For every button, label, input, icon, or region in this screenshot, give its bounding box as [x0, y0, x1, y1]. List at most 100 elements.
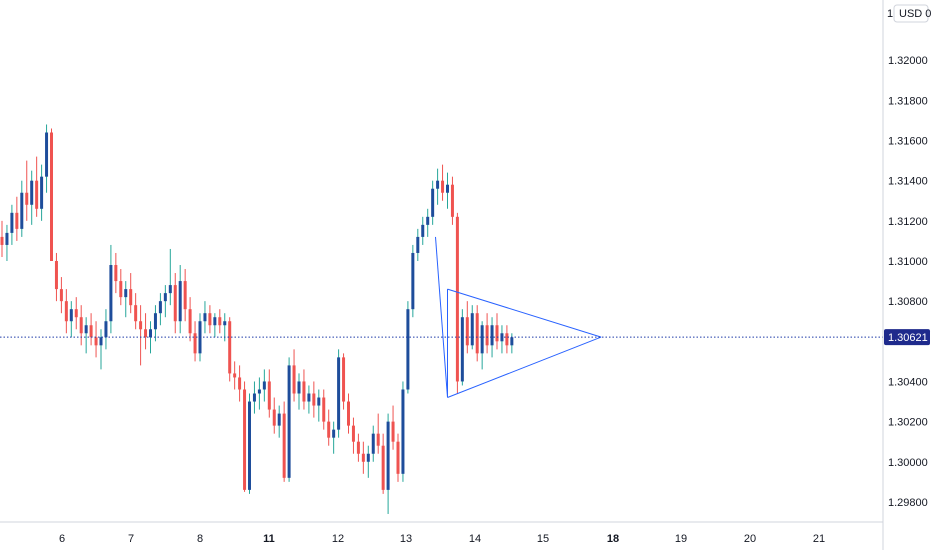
candle-body: [450, 184, 454, 217]
candle-body: [272, 409, 276, 426]
candle-body: [401, 389, 405, 474]
candle-body: [243, 389, 247, 490]
candle-body: [114, 265, 118, 282]
candle-body: [317, 397, 321, 406]
candle: [342, 353, 346, 410]
time-tick-label: 7: [128, 533, 134, 545]
candle: [257, 377, 261, 410]
candle-body: [366, 453, 370, 462]
triangle-pattern[interactable]: [435, 236, 602, 398]
candle-body: [505, 333, 509, 346]
candle-body: [490, 325, 494, 346]
candle-body: [30, 180, 34, 205]
candle-body: [485, 325, 489, 346]
price-tick-label: 1.29800: [888, 497, 928, 509]
candle: [327, 409, 331, 446]
candle: [351, 417, 355, 454]
candle: [277, 405, 281, 438]
candle: [361, 441, 365, 474]
candle-body: [173, 285, 177, 322]
candle: [480, 321, 484, 370]
time-tick-label: 8: [197, 533, 203, 545]
candle-body: [411, 252, 415, 310]
candle: [129, 273, 133, 314]
candle: [134, 293, 138, 330]
candle-body: [431, 188, 435, 217]
candle: [406, 301, 410, 394]
candle-body: [45, 132, 49, 177]
candle: [193, 321, 197, 362]
candle-body: [302, 381, 306, 402]
price-tick-label: 1.30000: [888, 457, 928, 469]
candle: [153, 305, 157, 342]
currency-prefix: 1: [887, 8, 893, 20]
candle: [238, 365, 242, 402]
candle: [431, 180, 435, 225]
candle-body: [84, 325, 88, 334]
currency-label: USD 0: [899, 8, 931, 20]
candle-body: [495, 325, 499, 342]
candle: [347, 393, 350, 434]
candle-body: [124, 289, 128, 298]
candle: [401, 381, 405, 482]
price-tick-label: 1.31200: [888, 216, 928, 228]
time-tick-label: 21: [813, 533, 825, 545]
candle: [124, 281, 128, 318]
candle: [455, 212, 459, 394]
candle: [312, 381, 316, 418]
time-axis[interactable]: 6 7 8 11 12 13 14 15 18 19 20 21: [59, 533, 825, 545]
time-tick-label: 20: [744, 533, 756, 545]
candle-body: [129, 289, 133, 306]
triangle-upper-line[interactable]: [447, 288, 602, 338]
candle: [10, 204, 14, 245]
candle-body: [262, 381, 266, 390]
time-tick-label: 19: [675, 533, 687, 545]
candle-body: [183, 281, 187, 310]
candle-body: [0, 236, 4, 245]
candle: [317, 389, 321, 422]
time-tick-label: 6: [59, 533, 65, 545]
candle: [381, 433, 385, 494]
triangle-lower-line[interactable]: [447, 336, 602, 398]
current-price-badge-box: [884, 329, 930, 346]
price-axis[interactable]: 1.32000 1.31800 1.31600 1.31400 1.31200 1.310…: [888, 55, 928, 509]
candle-body: [139, 321, 143, 330]
candle: [69, 301, 73, 338]
time-tick-label: 12: [332, 533, 344, 545]
candle: [252, 381, 256, 414]
candle-body: [297, 381, 301, 394]
candle: [272, 397, 276, 434]
candle: [158, 293, 162, 326]
candle: [30, 170, 34, 225]
candle: [79, 305, 83, 346]
candle-body: [396, 441, 400, 474]
candle: [510, 333, 514, 354]
candle: [505, 325, 509, 354]
candle: [500, 325, 504, 354]
candle-body: [99, 337, 103, 346]
price-tick-label: 1.31600: [888, 136, 928, 148]
candle: [0, 220, 4, 257]
candle-body: [332, 429, 336, 438]
candle-body: [178, 281, 182, 322]
candle-body: [441, 180, 445, 193]
candle-body: [371, 433, 375, 454]
candle: [302, 369, 306, 410]
candle-body: [292, 365, 296, 394]
currency-selector[interactable]: 1 USD 0: [887, 4, 931, 23]
candle-body: [386, 421, 390, 490]
candle-body: [94, 337, 98, 346]
candle-body: [25, 192, 29, 205]
candle-body: [238, 377, 242, 390]
candle-body: [74, 309, 78, 318]
candle-body: [391, 421, 395, 442]
candle-body: [307, 393, 311, 402]
candle: [356, 433, 360, 462]
price-tick-label: 1.32000: [888, 55, 928, 67]
candle-body: [421, 224, 425, 237]
pattern-entry-line[interactable]: [435, 236, 448, 398]
candle-body: [475, 313, 479, 354]
time-tick-label: 18: [607, 533, 619, 545]
candle: [64, 289, 68, 334]
